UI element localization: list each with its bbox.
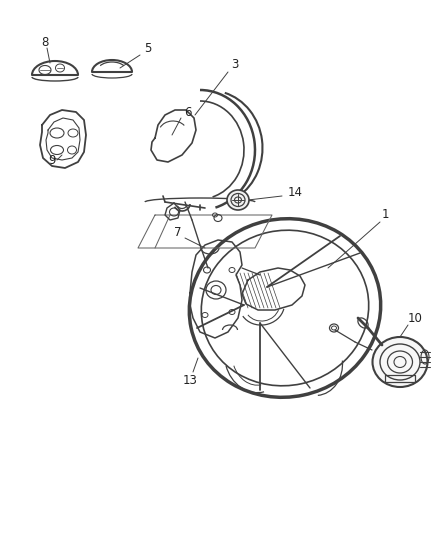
Text: 14: 14 <box>287 185 303 198</box>
Ellipse shape <box>372 337 427 387</box>
Text: 8: 8 <box>41 36 49 49</box>
Ellipse shape <box>227 190 249 210</box>
Text: 7: 7 <box>174 225 182 238</box>
Text: 13: 13 <box>183 374 198 386</box>
Text: 3: 3 <box>231 59 239 71</box>
Text: 6: 6 <box>184 106 192 118</box>
Text: 10: 10 <box>408 311 422 325</box>
Text: 5: 5 <box>144 42 152 54</box>
Text: 9: 9 <box>48 154 56 166</box>
Text: 1: 1 <box>381 208 389 222</box>
